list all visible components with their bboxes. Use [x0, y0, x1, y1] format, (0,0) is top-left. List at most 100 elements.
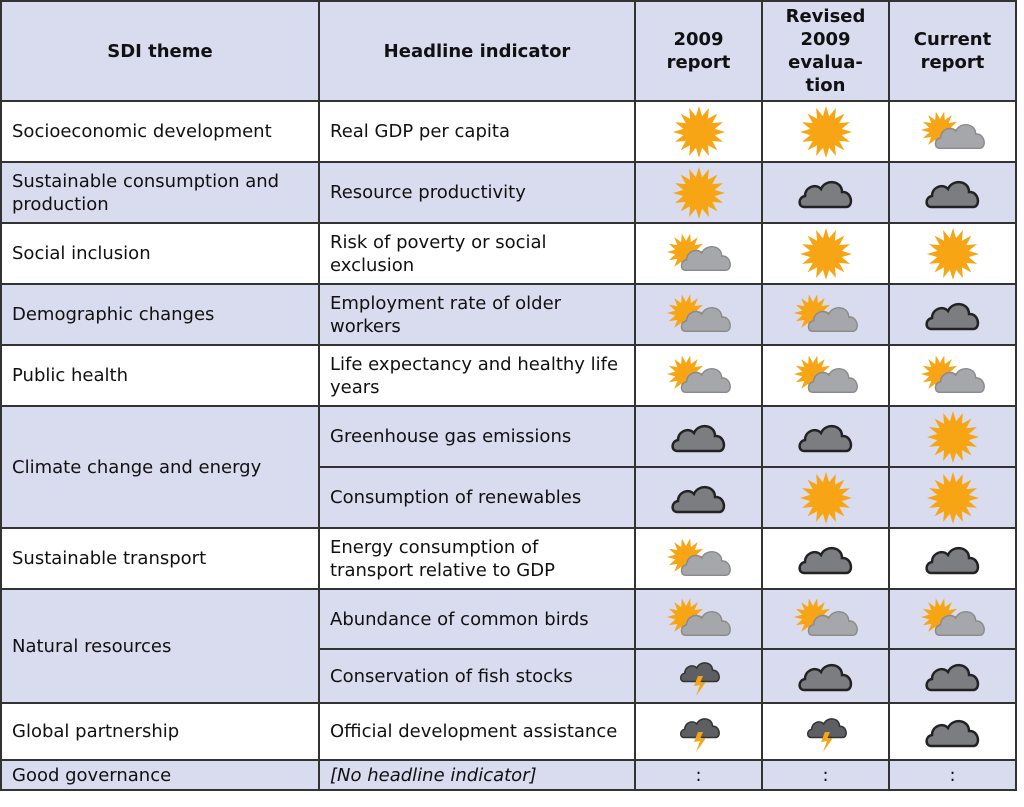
weather-cell-2009: [634, 222, 763, 285]
sun-icon: [926, 227, 979, 280]
weather-cell-current: [888, 466, 1017, 529]
theme-cell: Public health: [0, 344, 320, 407]
indicator-cell: Risk of poverty or social exclusion: [318, 222, 636, 285]
cloud-icon: [670, 424, 725, 452]
table-row: Social inclusion Risk of poverty or soci…: [0, 222, 1017, 285]
sun-cloud-icon: [666, 294, 731, 332]
weather-cell-current: [888, 283, 1017, 346]
header-headline-indicator: Headline indicator: [318, 0, 636, 102]
sdi-table: SDI theme Headline indicator 2009 report…: [0, 0, 1017, 791]
weather-cell-2009: [634, 405, 763, 468]
cloud-icon: [924, 664, 979, 692]
indicator-cell: Conservation of fish stocks: [318, 648, 636, 704]
sun-cloud-icon: [666, 355, 731, 393]
cloud-icon: [797, 546, 852, 574]
table-row: Natural resources Abundance of common bi…: [0, 588, 1017, 704]
cloud-icon: [924, 180, 979, 208]
weather-cell-revised: [761, 527, 890, 590]
indicator-cell: Greenhouse gas emissions: [318, 405, 636, 468]
weather-cell-2009: [634, 344, 763, 407]
weather-cell-revised: [761, 702, 890, 761]
weather-cell-2009: :: [634, 759, 763, 791]
weather-cell-current: [888, 161, 1017, 224]
weather-cell-revised: [761, 161, 890, 224]
sun-cloud-icon: [793, 355, 858, 393]
sun-icon: [672, 166, 725, 219]
sun-icon: [799, 227, 852, 280]
header-2009-report: 2009 report: [634, 0, 763, 102]
cloud-icon: [670, 485, 725, 513]
theme-cell: Socioeconomic development: [0, 100, 320, 163]
table-row: Consumption of renewables: [1, 466, 1017, 529]
theme-cell: Sustainable transport: [0, 527, 320, 590]
table-row: Public health Life expectancy and health…: [0, 344, 1017, 407]
cloud-icon: [797, 424, 852, 452]
weather-cell-current: [888, 222, 1017, 285]
theme-cell: Good governance: [0, 759, 320, 791]
header-revised-2009: Revised 2009 evalua- tion: [761, 0, 890, 102]
header-sdi-theme: SDI theme: [0, 0, 320, 102]
storm-cloud-icon: [806, 717, 847, 752]
table-row: Demographic changes Employment rate of o…: [0, 283, 1017, 346]
indicator-cell: Energy consumption of transport relative…: [318, 527, 636, 590]
storm-cloud-icon: [679, 717, 720, 752]
table-row: Conservation of fish stocks: [1, 648, 1017, 704]
storm-cloud-icon: [679, 662, 720, 696]
sun-cloud-icon: [666, 598, 731, 637]
weather-cell-revised: [761, 588, 890, 650]
weather-cell-2009: [634, 648, 763, 704]
weather-cell-current: [888, 527, 1017, 590]
sun-cloud-icon: [920, 355, 985, 393]
sun-icon: [799, 471, 852, 524]
table-row: Climate change and energy Greenhouse gas…: [0, 405, 1017, 529]
weather-cell-2009: [634, 283, 763, 346]
weather-cell-revised: [761, 222, 890, 285]
sun-cloud-icon: [793, 598, 858, 637]
weather-cell-current: :: [888, 759, 1017, 791]
sun-cloud-icon: [793, 294, 858, 332]
indicator-cell: Real GDP per capita: [318, 100, 636, 163]
sun-cloud-icon: [920, 111, 985, 149]
weather-cell-revised: [761, 283, 890, 346]
sun-icon: [926, 410, 979, 463]
weather-cell-revised: :: [761, 759, 890, 791]
sun-icon: [926, 471, 979, 524]
weather-cell-current: [888, 405, 1017, 468]
table-row: Good governance [No headline indicator] …: [0, 759, 1017, 791]
weather-cell-revised: [761, 405, 890, 468]
sun-icon: [799, 105, 852, 158]
table-row: Sustainable consumption and production R…: [0, 161, 1017, 224]
indicator-cell: Life expectancy and healthy life years: [318, 344, 636, 407]
table-row: Socioeconomic development Real GDP per c…: [0, 100, 1017, 163]
table-row: Sustainable transport Energy consumption…: [0, 527, 1017, 590]
indicator-cell: Official development assistance: [318, 702, 636, 761]
weather-cell-2009: [634, 466, 763, 529]
weather-cell-revised: [761, 344, 890, 407]
weather-cell-revised: [761, 466, 890, 529]
theme-cell: Demographic changes: [0, 283, 320, 346]
weather-cell-current: [888, 100, 1017, 163]
theme-cell: Sustainable consumption and production: [0, 161, 320, 224]
theme-cell: Social inclusion: [0, 222, 320, 285]
cloud-icon: [924, 719, 979, 747]
indicator-cell: Consumption of renewables: [318, 466, 636, 529]
theme-cell: Global partnership: [0, 702, 320, 761]
weather-cell-current: [888, 648, 1017, 704]
sun-cloud-icon: [666, 233, 731, 271]
cloud-icon: [797, 664, 852, 692]
weather-cell-current: [888, 702, 1017, 761]
theme-cell: Natural resources: [0, 588, 320, 704]
weather-cell-2009: [634, 527, 763, 590]
weather-cell-revised: [761, 100, 890, 163]
theme-cell: Climate change and energy: [0, 405, 320, 529]
sun-cloud-icon: [666, 538, 731, 576]
indicator-cell: Employment rate of older workers: [318, 283, 636, 346]
table-row: Global partnership Official development …: [0, 702, 1017, 761]
weather-cell-current: [888, 344, 1017, 407]
indicator-cell: Abundance of common birds: [318, 588, 636, 650]
sun-icon: [672, 105, 725, 158]
header-current-report: Current report: [888, 0, 1017, 102]
indicator-cell: [No headline indicator]: [318, 759, 636, 791]
cloud-icon: [797, 180, 852, 208]
weather-cell-2009: [634, 100, 763, 163]
